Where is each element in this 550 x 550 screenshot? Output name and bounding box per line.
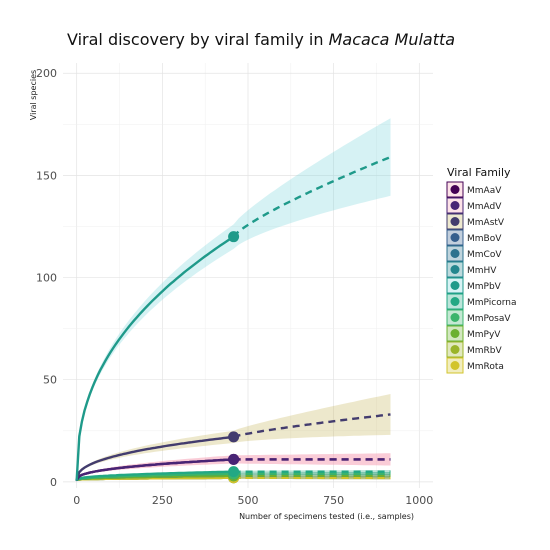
x-tick-label: 500 bbox=[238, 494, 259, 507]
grid bbox=[63, 63, 433, 488]
legend-dot-mmrota bbox=[450, 361, 460, 370]
legend-label-mmastv: MmAstV bbox=[467, 218, 505, 228]
chart-title: Viral discovery by viral family in Macac… bbox=[67, 30, 455, 49]
point-mmpicorna bbox=[228, 466, 240, 478]
x-tick-label: 0 bbox=[73, 494, 80, 507]
legend-label-mmrota: MmRota bbox=[467, 362, 504, 372]
y-axis-label: Viral species bbox=[29, 70, 38, 120]
line-observed-mmastv bbox=[75, 435, 235, 481]
y-tick-label: 200 bbox=[36, 67, 57, 80]
legend-dot-mmadv bbox=[450, 201, 460, 210]
line-observed-mmpicorna bbox=[75, 470, 235, 481]
x-tick-label: 1000 bbox=[405, 494, 433, 507]
legend-label-mmpbv: MmPbV bbox=[467, 282, 502, 292]
y-tick-label: 150 bbox=[36, 169, 57, 182]
line-extrapolated-mmpbv bbox=[232, 155, 391, 238]
observed-points bbox=[228, 231, 240, 484]
legend-dot-mmbov bbox=[450, 233, 460, 242]
legend-dot-mmpbv bbox=[450, 281, 460, 290]
legend-label-mmcov: MmCoV bbox=[467, 250, 502, 260]
series-lines bbox=[75, 155, 391, 481]
line-observed-mmadv bbox=[75, 458, 235, 481]
y-tick-label: 0 bbox=[50, 476, 57, 489]
x-axis-ticks: 0 250 500 750 1000 bbox=[73, 494, 433, 507]
legend-label-mmpyv: MmPyV bbox=[467, 330, 501, 340]
confidence-bands bbox=[76, 118, 391, 480]
legend-dot-mmpicorna bbox=[450, 297, 460, 306]
legend-dot-mmpyv bbox=[450, 329, 460, 338]
legend-label-mmhv: MmHV bbox=[467, 266, 497, 276]
line-observed-mmpbv bbox=[75, 235, 235, 481]
band-mmpbv bbox=[76, 118, 391, 480]
legend-title: Viral Family bbox=[447, 166, 511, 179]
line-extrapolated-mmastv bbox=[233, 413, 391, 439]
legend-dot-mmrbv bbox=[450, 345, 460, 354]
legend-dot-mmposav bbox=[450, 313, 460, 322]
legend-dot-mmhv bbox=[450, 265, 460, 274]
x-tick-label: 250 bbox=[152, 494, 173, 507]
legend-label-mmbov: MmBoV bbox=[467, 234, 502, 244]
point-mmpbv bbox=[228, 231, 240, 243]
legend-dot-mmaav bbox=[450, 185, 460, 194]
legend-label-mmposav: MmPosaV bbox=[467, 314, 511, 324]
legend-label-mmadv: MmAdV bbox=[467, 202, 502, 212]
y-tick-label: 50 bbox=[43, 374, 57, 387]
point-mmastv bbox=[228, 431, 240, 443]
point-mmadv bbox=[228, 453, 240, 465]
legend-dot-mmcov bbox=[450, 249, 460, 258]
x-axis-label: Number of specimens tested (i.e., sample… bbox=[239, 512, 414, 521]
y-tick-label: 100 bbox=[36, 272, 57, 285]
legend-label-mmpicorna: MmPicorna bbox=[467, 298, 516, 308]
legend-dot-mmastv bbox=[450, 217, 460, 226]
y-axis-ticks: 0 50 100 150 200 bbox=[36, 67, 57, 489]
legend-label-mmaav: MmAaV bbox=[467, 186, 502, 196]
x-tick-label: 750 bbox=[323, 494, 344, 507]
legend-label-mmrbv: MmRbV bbox=[467, 346, 502, 356]
legend: Viral Family MmAaV MmAdV MmAstV MmBoV MmCoV M… bbox=[446, 166, 516, 374]
